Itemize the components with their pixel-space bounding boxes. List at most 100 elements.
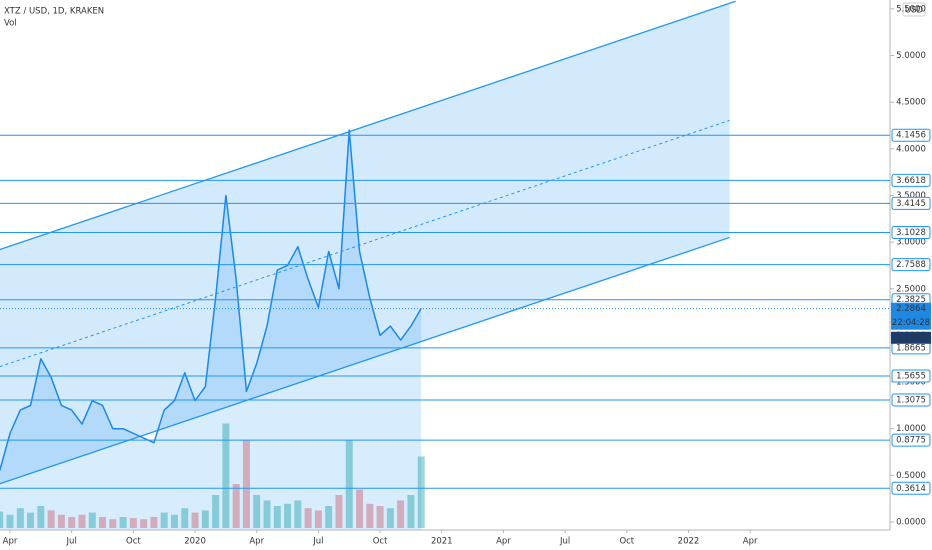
level-label-box xyxy=(891,393,931,407)
level-label: 1.3075 xyxy=(896,396,926,406)
volume-bar xyxy=(356,489,364,528)
volume-bar xyxy=(0,511,4,528)
volume-bar xyxy=(16,508,24,528)
volume-bar xyxy=(140,519,148,528)
volume-bar xyxy=(170,514,178,528)
volume-bar xyxy=(273,506,281,528)
x-tick-label: 2021 xyxy=(431,537,453,547)
volume-bar xyxy=(366,503,374,528)
y-tick-label: 4.0000 xyxy=(896,144,926,154)
volume-bar xyxy=(6,514,14,528)
volume-bar xyxy=(47,510,55,528)
volume-bar xyxy=(397,500,405,528)
volume-bar xyxy=(294,500,302,528)
level-label-box xyxy=(891,128,931,142)
volume-bar xyxy=(335,495,343,528)
currency-badge[interactable] xyxy=(902,2,926,17)
volume-bar xyxy=(407,495,415,528)
x-tick-label: Jul xyxy=(312,537,323,547)
volume-bar xyxy=(99,517,107,528)
volume-bar xyxy=(253,495,261,528)
price-area xyxy=(0,130,422,530)
level-label-box xyxy=(891,226,931,240)
bar-price-label: 2.1890 xyxy=(896,333,926,343)
level-label-box xyxy=(891,173,931,187)
x-tick-label: Apr xyxy=(3,537,18,547)
level-label-box xyxy=(891,369,931,383)
chart-title[interactable]: XTZ / USD, 1D, KRAKEN xyxy=(4,7,104,17)
y-tick-label: 3.5000 xyxy=(896,191,926,201)
level-label: 1.5655 xyxy=(896,371,926,381)
volume-bar xyxy=(212,495,220,528)
x-tick-label: Oct xyxy=(373,537,388,547)
level-label-box xyxy=(891,433,931,447)
currency-label[interactable]: USD xyxy=(905,6,924,16)
volume-bar xyxy=(68,517,76,528)
plot xyxy=(0,0,736,530)
y-tick-label: 1.5000 xyxy=(896,378,926,388)
volume-bar xyxy=(263,500,271,528)
last-price-box xyxy=(891,302,931,330)
last-price-label: 2.2864 xyxy=(896,304,926,314)
volume-bar xyxy=(109,519,117,528)
y-tick-label: 3.0000 xyxy=(896,238,926,248)
y-tick-label: 5.5000 xyxy=(896,4,926,14)
level-label: 2.3825 xyxy=(896,295,926,305)
y-tick-label: 0.0000 xyxy=(896,518,926,528)
volume-bar xyxy=(201,510,209,528)
volume-bar xyxy=(150,517,158,528)
x-tick-label: Jul xyxy=(66,537,77,547)
bar-price-box xyxy=(891,331,931,344)
volume-bar xyxy=(27,512,35,528)
y-tick-label: 0.5000 xyxy=(896,471,926,481)
x-tick-label: 2020 xyxy=(184,537,206,547)
volume-bar xyxy=(417,456,425,528)
level-label-box xyxy=(891,258,931,272)
level-label-box xyxy=(891,481,931,495)
level-label: 3.1028 xyxy=(896,228,926,238)
y-tick-label: 2.5000 xyxy=(896,284,926,294)
volume-bar xyxy=(242,440,250,528)
x-tick-label: Oct xyxy=(619,537,634,547)
level-label: 4.1456 xyxy=(896,131,926,141)
volume-bar xyxy=(37,506,45,528)
volume-bar xyxy=(222,423,230,528)
y-tick-label: 4.5000 xyxy=(896,98,926,108)
level-label: 1.8665 xyxy=(896,343,926,353)
volume-bar xyxy=(160,512,168,528)
x-tick-label: Apr xyxy=(743,537,758,547)
volume-bar xyxy=(88,512,96,528)
volume-bar xyxy=(325,506,333,528)
level-label: 2.7588 xyxy=(896,260,926,270)
channel-lower xyxy=(0,236,730,485)
volume-bar xyxy=(284,503,292,528)
volume-bar xyxy=(57,514,65,528)
volume-bar xyxy=(181,508,189,528)
price-line xyxy=(0,129,422,471)
volume-bar xyxy=(232,484,240,528)
x-tick-label: Oct xyxy=(126,537,141,547)
volume-bar xyxy=(376,506,384,528)
volume-bar xyxy=(304,508,312,528)
x-tick-label: Jul xyxy=(559,537,570,547)
volume-bar xyxy=(314,510,322,528)
level-label: 3.4145 xyxy=(896,199,926,209)
volume-bar xyxy=(78,514,86,528)
level-label: 0.3614 xyxy=(896,484,926,494)
volume-bar xyxy=(191,512,199,528)
volume-bar xyxy=(119,517,127,528)
channel-upper xyxy=(0,0,736,251)
level-label: 0.8775 xyxy=(896,436,926,446)
countdown-label: 22:04:28 xyxy=(892,318,930,328)
level-label-box xyxy=(891,196,931,210)
x-tick-label: 2022 xyxy=(678,537,700,547)
volume-bar xyxy=(386,508,394,528)
volume-legend[interactable]: Vol xyxy=(4,19,17,29)
volume-bar xyxy=(129,518,137,528)
volume-bar xyxy=(345,440,353,528)
y-tick-label: 1.0000 xyxy=(896,424,926,434)
x-tick-label: Apr xyxy=(496,537,511,547)
y-tick-label: 5.0000 xyxy=(896,51,926,61)
level-label: 3.6618 xyxy=(896,176,926,186)
